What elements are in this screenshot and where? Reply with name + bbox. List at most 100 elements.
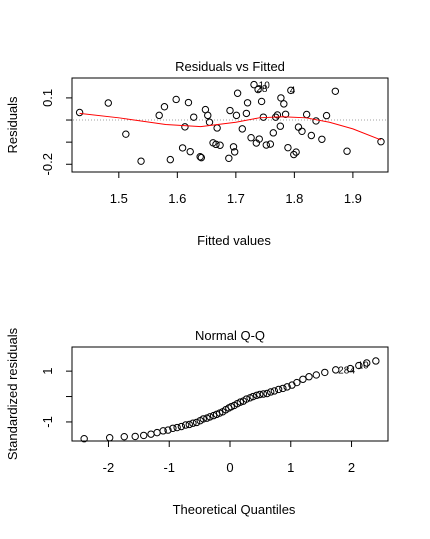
data-point xyxy=(247,134,255,142)
data-point xyxy=(284,143,292,152)
data-point xyxy=(212,140,220,149)
data-point xyxy=(216,141,224,149)
x-tick-label: 1.8 xyxy=(285,191,303,206)
data-point xyxy=(120,432,128,441)
data-point xyxy=(343,147,351,155)
data-point xyxy=(131,432,139,441)
data-point xyxy=(302,110,311,119)
data-point xyxy=(274,385,283,394)
data-point xyxy=(279,384,287,393)
data-point xyxy=(312,371,320,379)
data-point xyxy=(232,111,241,120)
data-point xyxy=(280,100,288,108)
x-axis: -2 -1 0 1 2 xyxy=(103,440,355,475)
data-point xyxy=(256,390,264,399)
x-tick-label: 1.6 xyxy=(168,191,186,206)
plot-frame xyxy=(71,346,389,442)
data-point xyxy=(181,421,190,429)
chart-title: Residuals vs Fitted xyxy=(175,59,285,74)
data-point xyxy=(173,423,181,432)
data-point xyxy=(332,366,340,374)
x-tick-label: -2 xyxy=(103,460,115,475)
data-point xyxy=(262,141,270,149)
data-point xyxy=(259,390,268,398)
x-tick-label: 1.7 xyxy=(227,191,245,206)
data-point xyxy=(164,426,172,434)
y-axis: -0.2 0.1 xyxy=(40,89,73,175)
data-point xyxy=(318,135,326,143)
data-point xyxy=(213,124,221,132)
data-point xyxy=(243,99,252,107)
data-points xyxy=(75,80,385,165)
normal-qq-panel: Normal Q-Q Theoretical Quantiles Standar… xyxy=(5,327,389,517)
data-point xyxy=(346,364,355,373)
data-point xyxy=(372,357,380,365)
data-point xyxy=(238,125,246,133)
point-label: 4 xyxy=(290,86,296,97)
data-point xyxy=(75,108,84,117)
data-point xyxy=(307,131,316,140)
chart-title: Normal Q-Q xyxy=(195,328,265,343)
data-point xyxy=(281,110,290,118)
x-tick-label: 0 xyxy=(226,460,233,475)
data-point xyxy=(254,85,262,94)
data-point xyxy=(153,428,161,437)
data-point xyxy=(253,391,261,399)
data-point xyxy=(172,95,180,104)
data-point xyxy=(184,98,193,107)
data-point xyxy=(257,97,266,106)
data-point xyxy=(189,419,197,427)
data-point xyxy=(229,143,238,151)
data-point xyxy=(206,413,214,421)
data-point xyxy=(140,431,148,440)
data-point xyxy=(273,111,282,119)
data-point xyxy=(105,433,114,442)
data-point xyxy=(230,148,239,156)
data-point xyxy=(160,103,169,111)
data-point xyxy=(277,94,285,102)
data-point xyxy=(263,389,271,398)
x-tick-label: 1.5 xyxy=(110,191,128,206)
data-point xyxy=(137,157,145,165)
data-point xyxy=(190,113,198,121)
y-axis-label: Standardized residuals xyxy=(5,327,20,460)
x-axis: 1.5 1.6 1.7 1.8 1.9 xyxy=(110,171,362,206)
data-point xyxy=(242,395,251,403)
data-point xyxy=(204,111,212,120)
data-point xyxy=(276,122,285,130)
x-axis-label: Theoretical Quantiles xyxy=(173,502,296,517)
data-point xyxy=(236,398,245,406)
data-point xyxy=(250,80,258,89)
data-point xyxy=(312,117,320,125)
data-point xyxy=(192,418,201,427)
data-point xyxy=(321,368,329,377)
data-point xyxy=(287,86,295,95)
data-point xyxy=(255,135,263,143)
data-point xyxy=(355,361,363,370)
point-labels: 28 4 10 xyxy=(338,361,369,377)
data-point xyxy=(169,424,177,432)
data-point xyxy=(178,144,187,152)
point-label: 10 xyxy=(358,361,370,372)
data-point xyxy=(186,147,194,156)
data-point xyxy=(196,153,204,161)
data-point xyxy=(305,373,313,381)
y-tick-label: 1 xyxy=(40,368,55,375)
x-tick-label: -1 xyxy=(163,460,175,475)
data-point xyxy=(233,89,242,97)
data-point xyxy=(242,109,251,118)
residuals-vs-fitted-panel: Residuals vs Fitted Fitted values Residu… xyxy=(5,59,389,248)
data-point xyxy=(322,111,331,120)
data-point xyxy=(298,127,306,136)
data-point xyxy=(80,435,88,443)
x-axis-label: Fitted values xyxy=(197,233,271,248)
y-tick-label: 0.1 xyxy=(40,89,55,107)
point-label: 28 xyxy=(256,84,268,95)
x-tick-label: 2 xyxy=(348,460,355,475)
data-point xyxy=(205,118,214,126)
data-point xyxy=(185,420,193,429)
data-point xyxy=(122,130,130,138)
y-tick-label: -1 xyxy=(40,416,55,428)
